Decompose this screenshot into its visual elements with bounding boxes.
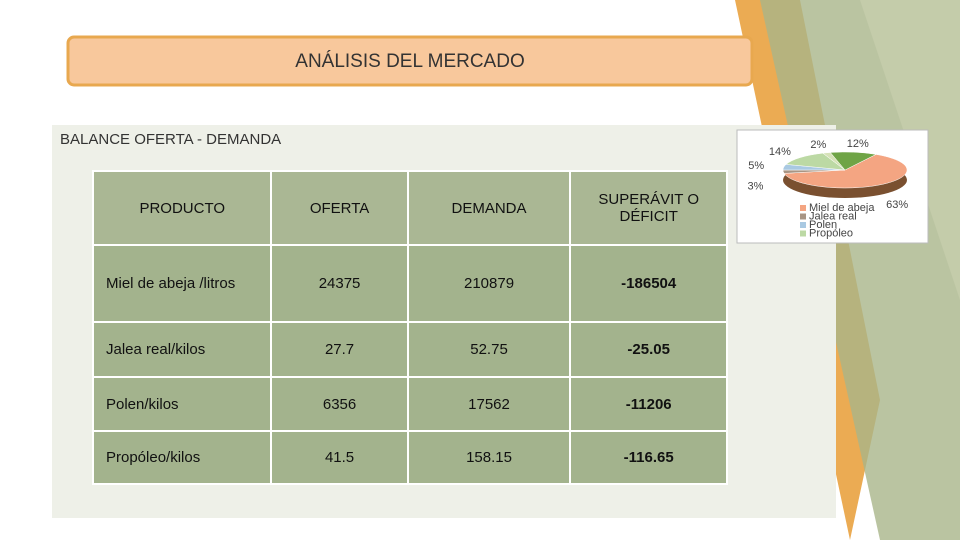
cell: -186504 <box>569 244 728 323</box>
header-row: PRODUCTO OFERTA DEMANDA SUPERÁVIT O DÉFICIT <box>91 170 728 246</box>
legend-label: Polen <box>809 219 837 231</box>
legend-swatch <box>800 213 806 220</box>
pie <box>782 151 908 189</box>
cell: OFERTA <box>270 170 409 246</box>
cell: 210879 <box>406 244 572 323</box>
legend-label: Propóleo <box>809 227 853 239</box>
row: Miel de abeja /litros 24375 210879 -186504 <box>91 244 728 323</box>
legend-label: Miel de abeja <box>809 202 875 214</box>
slice-label: 2% <box>810 139 826 151</box>
cell: -25.05 <box>569 321 728 378</box>
cell: SUPERÁVIT O DÉFICIT <box>569 170 728 246</box>
cell: 27.7 <box>270 321 409 378</box>
cell: Polen/kilos <box>91 376 273 432</box>
cell: 158.15 <box>406 430 572 485</box>
cell: 24375 <box>270 244 409 323</box>
legend-label: Jalea real <box>809 210 857 222</box>
row: Jalea real/kilos 27.7 52.75 -25.05 <box>91 321 728 378</box>
table: PRODUCTO OFERTA DEMANDA SUPERÁVIT O DÉFICIT… <box>91 170 728 485</box>
cell: -116.65 <box>569 430 728 485</box>
cell: 17562 <box>406 376 572 432</box>
title: ANÁLISIS DEL MERCADO <box>295 51 524 72</box>
slice-label: 14% <box>769 146 791 158</box>
cell: 41.5 <box>270 430 409 485</box>
slice-label: 5% <box>748 160 764 172</box>
subtitle: BALANCE OFERTA - DEMANDA <box>60 131 281 148</box>
slice-label: 12% <box>847 138 869 150</box>
row: Propóleo/kilos 41.5 158.15 -116.65 <box>91 430 728 485</box>
row: Polen/kilos 6356 17562 -11206 <box>91 376 728 432</box>
slice-label: 3% <box>748 180 764 192</box>
cell: Miel de abeja /litros <box>91 244 273 323</box>
pie-slice <box>783 154 908 189</box>
cell: 6356 <box>270 376 409 432</box>
pie-slice <box>829 151 877 171</box>
cell: Jalea real/kilos <box>91 321 273 378</box>
cell: DEMANDA <box>406 170 572 246</box>
legend-swatch <box>800 205 806 211</box>
cell: Propóleo/kilos <box>91 430 273 485</box>
cell: 52.75 <box>406 321 572 378</box>
slice-label: 63% <box>886 199 908 211</box>
legend-swatch <box>800 222 806 228</box>
title-box <box>66 35 754 87</box>
pie-slice <box>785 152 846 171</box>
legend-swatch <box>800 230 806 237</box>
cell: -11206 <box>569 376 728 432</box>
cell: PRODUCTO <box>91 170 273 246</box>
